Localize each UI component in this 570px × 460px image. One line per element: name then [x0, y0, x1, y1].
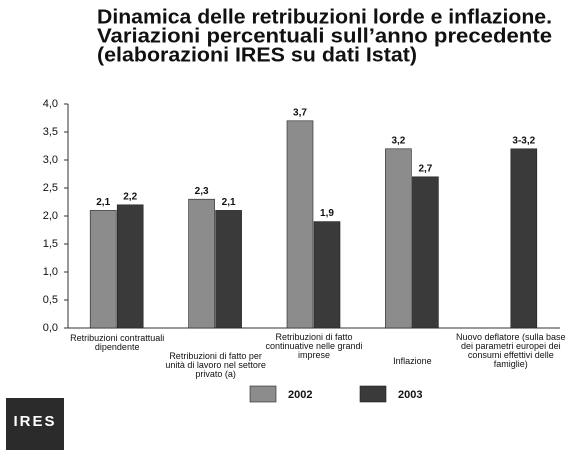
bar	[188, 198, 215, 329]
value-label: 3,2	[391, 135, 405, 146]
logo: IRES	[13, 413, 56, 430]
y-tick-label: 0,5	[43, 294, 58, 306]
bar	[510, 148, 538, 329]
chart-title: (elaborazioni IRES su dati Istat)	[97, 44, 417, 66]
bar	[116, 204, 144, 329]
value-label: 3,7	[293, 107, 307, 118]
y-tick-label: 0,0	[43, 322, 58, 334]
x-tick-label: Retribuzioni di fatto continuative nelle…	[265, 332, 363, 360]
legend-swatch	[359, 385, 387, 403]
x-tick-label: Retribuzioni contrattuali dipendente	[70, 333, 165, 352]
value-label: 2,7	[418, 163, 432, 174]
logo-box	[6, 398, 64, 450]
chart-title: Variazioni percentuali sull’anno precede…	[97, 25, 552, 47]
bar	[215, 210, 242, 329]
y-tick-label: 2,0	[43, 210, 58, 222]
value-label: 2,3	[195, 186, 209, 197]
y-tick-label: 1,5	[43, 238, 58, 250]
bar	[286, 120, 314, 329]
y-tick-label: 3,5	[43, 126, 58, 138]
legend-label: 2003	[398, 389, 422, 401]
bar	[313, 221, 341, 329]
x-tick-label: Retribuzioni di fatto per unità di lavor…	[165, 351, 266, 379]
legend-swatch	[249, 385, 277, 403]
x-tick-label: Nuovo deflatore (sulla base dei parametr…	[456, 332, 566, 369]
value-label: 1,9	[320, 208, 334, 219]
bar	[89, 210, 117, 329]
y-tick-label: 1,0	[43, 266, 58, 278]
value-label: 2,1	[222, 197, 236, 208]
bar	[385, 148, 412, 329]
legend-label: 2002	[288, 389, 312, 401]
value-label: 2,2	[123, 191, 137, 202]
value-label: 3-3,2	[512, 135, 535, 146]
y-tick-label: 4,0	[43, 98, 58, 110]
chart-title: Dinamica delle retribuzioni lorde e infl…	[97, 6, 552, 28]
value-label: 2,1	[96, 197, 110, 208]
x-tick-label: Inflazione	[393, 356, 432, 366]
y-tick-label: 3,0	[43, 154, 58, 166]
bar	[412, 176, 439, 329]
y-tick-label: 2,5	[43, 182, 58, 194]
